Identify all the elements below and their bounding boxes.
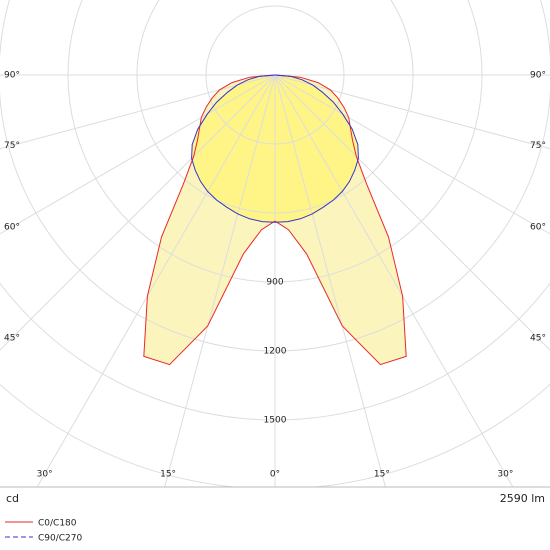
r-tick-label: 1200 bbox=[264, 347, 287, 357]
angle-label: 45° bbox=[530, 334, 546, 344]
r-tick-label: 1500 bbox=[264, 416, 287, 426]
grid-radial bbox=[0, 74, 276, 150]
series-line bbox=[143, 74, 276, 366]
angle-label: 0° bbox=[270, 470, 280, 480]
series-line bbox=[274, 74, 359, 223]
grid-radial bbox=[274, 74, 386, 487]
flux-label: 2590 lm bbox=[500, 492, 545, 505]
grid-radial bbox=[36, 74, 276, 487]
angle-label: 15° bbox=[160, 470, 176, 480]
angle-label: 15° bbox=[374, 470, 390, 480]
r-tick-label: 900 bbox=[266, 278, 283, 288]
grid-radial bbox=[274, 74, 550, 235]
series-line bbox=[191, 74, 276, 223]
angle-label: 30° bbox=[37, 470, 53, 480]
angle-label: 60° bbox=[4, 222, 20, 232]
grid-radial bbox=[274, 74, 550, 150]
grid-radial bbox=[164, 74, 276, 487]
legend-label: C0/C180 bbox=[38, 519, 77, 529]
angle-label: 60° bbox=[530, 222, 546, 232]
angle-label: 90° bbox=[4, 71, 20, 81]
grid-radial bbox=[274, 74, 550, 351]
grid-radial bbox=[0, 74, 276, 235]
angle-label: 75° bbox=[4, 141, 20, 151]
plot-area bbox=[0, 0, 550, 487]
unit-label: cd bbox=[6, 492, 19, 505]
series-line bbox=[274, 74, 407, 366]
grid-radial bbox=[274, 74, 514, 487]
legend-label: C90/C270 bbox=[38, 534, 83, 544]
angle-label: 90° bbox=[530, 71, 546, 81]
angle-label: 75° bbox=[530, 141, 546, 151]
angle-label: 45° bbox=[4, 334, 20, 344]
angle-label: 30° bbox=[497, 470, 513, 480]
grid-radial bbox=[0, 74, 276, 351]
